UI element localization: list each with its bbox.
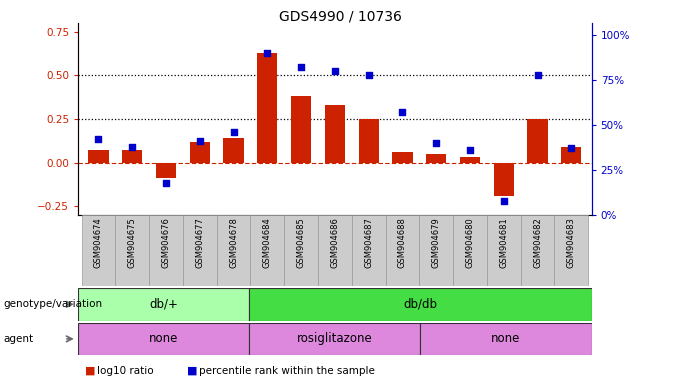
Text: none: none: [492, 333, 521, 345]
Bar: [318, 215, 352, 286]
Text: GSM904680: GSM904680: [466, 217, 475, 268]
Point: [329, 68, 340, 74]
Bar: [156, 163, 176, 179]
Point: [262, 50, 273, 56]
Text: GSM904678: GSM904678: [229, 217, 238, 268]
Text: GDS4990 / 10736: GDS4990 / 10736: [279, 10, 401, 23]
Bar: [426, 154, 446, 163]
Bar: [420, 215, 453, 286]
Bar: [392, 152, 413, 163]
Text: GSM904676: GSM904676: [162, 217, 171, 268]
Text: log10 ratio: log10 ratio: [97, 366, 154, 376]
Bar: [284, 215, 318, 286]
Point: [498, 197, 509, 204]
Text: genotype/variation: genotype/variation: [3, 299, 103, 310]
Bar: [116, 215, 149, 286]
Bar: [88, 151, 109, 163]
Text: GSM904679: GSM904679: [432, 217, 441, 268]
Text: GSM904688: GSM904688: [398, 217, 407, 268]
Bar: [224, 138, 243, 163]
Bar: [149, 215, 183, 286]
Text: rosiglitazone: rosiglitazone: [297, 333, 373, 345]
Bar: [250, 323, 420, 355]
Point: [228, 129, 239, 135]
Bar: [250, 215, 284, 286]
Bar: [291, 96, 311, 163]
Bar: [122, 151, 142, 163]
Text: GSM904674: GSM904674: [94, 217, 103, 268]
Bar: [183, 215, 217, 286]
Bar: [78, 288, 250, 321]
Bar: [217, 215, 250, 286]
Bar: [386, 215, 420, 286]
Text: agent: agent: [3, 334, 33, 344]
Bar: [554, 215, 588, 286]
Bar: [487, 215, 521, 286]
Bar: [78, 323, 250, 355]
Text: db/+: db/+: [150, 298, 178, 311]
Bar: [420, 323, 592, 355]
Text: none: none: [149, 333, 178, 345]
Bar: [494, 163, 514, 196]
Text: ■: ■: [85, 366, 95, 376]
Text: percentile rank within the sample: percentile rank within the sample: [199, 366, 375, 376]
Bar: [352, 215, 386, 286]
Point: [160, 180, 171, 186]
Bar: [190, 142, 210, 163]
Point: [363, 71, 374, 78]
Point: [194, 138, 205, 144]
Bar: [257, 53, 277, 163]
Point: [431, 140, 442, 146]
Bar: [325, 105, 345, 163]
Bar: [561, 147, 581, 163]
Text: ■: ■: [187, 366, 197, 376]
Text: GSM904683: GSM904683: [567, 217, 576, 268]
Text: GSM904682: GSM904682: [533, 217, 542, 268]
Text: GSM904685: GSM904685: [296, 217, 305, 268]
Point: [532, 71, 543, 78]
Bar: [521, 215, 554, 286]
Text: GSM904681: GSM904681: [499, 217, 508, 268]
Bar: [250, 288, 592, 321]
Text: GSM904686: GSM904686: [330, 217, 339, 268]
Point: [126, 144, 137, 150]
Text: db/db: db/db: [403, 298, 437, 311]
Bar: [528, 119, 547, 163]
Text: GSM904675: GSM904675: [128, 217, 137, 268]
Bar: [82, 215, 116, 286]
Point: [566, 146, 577, 152]
Point: [397, 109, 408, 116]
Bar: [453, 215, 487, 286]
Text: GSM904687: GSM904687: [364, 217, 373, 268]
Point: [93, 136, 104, 142]
Bar: [358, 119, 379, 163]
Bar: [460, 157, 480, 163]
Point: [296, 65, 307, 71]
Text: GSM904677: GSM904677: [195, 217, 204, 268]
Point: [464, 147, 475, 153]
Text: GSM904684: GSM904684: [263, 217, 272, 268]
